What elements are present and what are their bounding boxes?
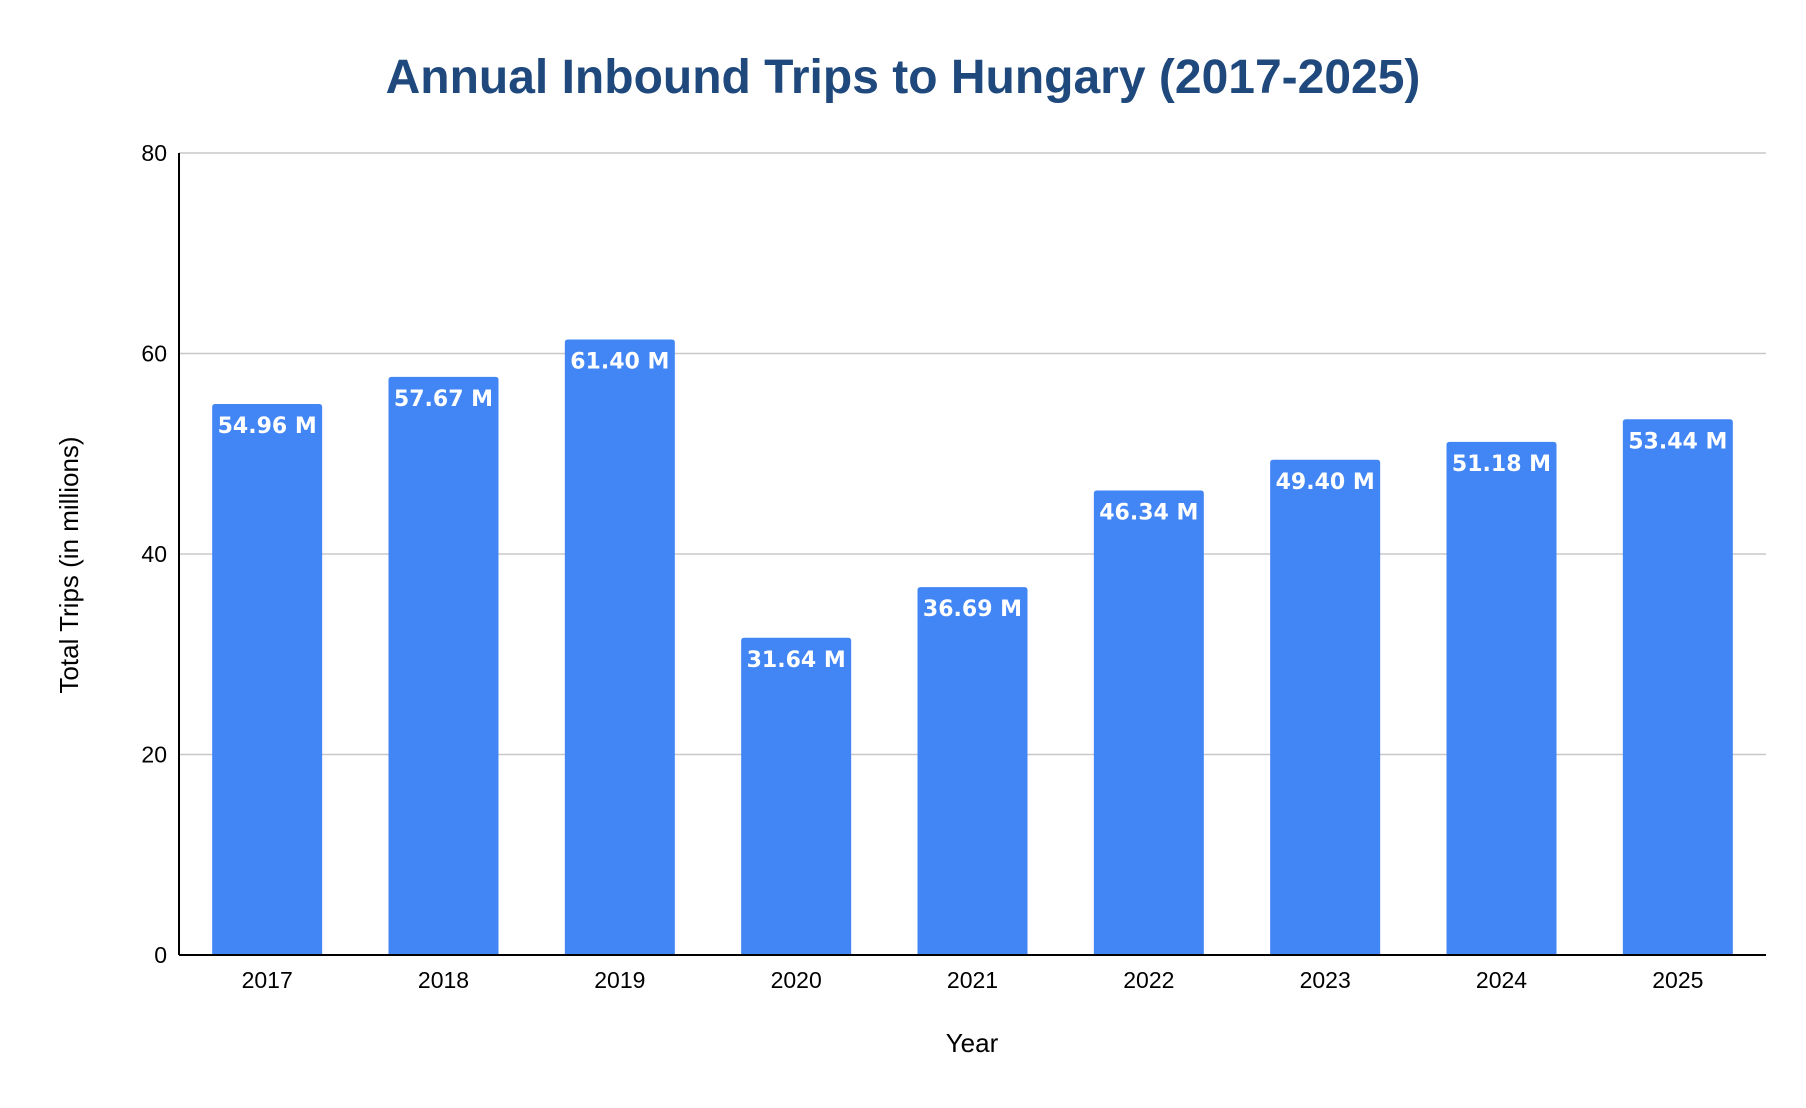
- x-tick-label-2018: 2018: [418, 967, 469, 993]
- y-tick-label: 60: [141, 341, 167, 367]
- data-label-2025: 53.44 M: [1628, 429, 1727, 454]
- x-tick-label-2017: 2017: [242, 967, 293, 993]
- x-tick-label-2020: 2020: [771, 967, 822, 993]
- data-label-2021: 36.69 M: [923, 597, 1022, 622]
- axes: 0 20 40 60 80 2017 2018 2019 2020 2021 2022 2023 202…: [141, 140, 1766, 993]
- data-label-2022: 46.34 M: [1099, 500, 1198, 525]
- y-tick-label: 20: [141, 742, 167, 768]
- x-axis-title: Year: [946, 1028, 999, 1058]
- bar-2025: [1622, 419, 1733, 955]
- chart-title: Annual Inbound Trips to Hungary (2017-20…: [386, 51, 1421, 104]
- data-label-2018: 57.67 M: [394, 387, 493, 412]
- bar-2021: [917, 587, 1028, 955]
- y-tick-label: 0: [154, 942, 167, 968]
- y-tick-label: 80: [141, 140, 167, 166]
- bar-2018: [388, 376, 499, 955]
- x-tick-label-2022: 2022: [1123, 967, 1174, 993]
- bar-2024: [1446, 441, 1557, 955]
- bars: [212, 339, 1733, 956]
- x-tick-label-2019: 2019: [594, 967, 645, 993]
- data-label-2024: 51.18 M: [1452, 452, 1551, 477]
- data-label-2020: 31.64 M: [747, 648, 846, 673]
- data-label-2017: 54.96 M: [218, 414, 317, 439]
- data-labels: 54.96 M 57.67 M 61.40 M 31.64 M 36.69 M 46.34…: [218, 349, 1728, 672]
- data-label-2019: 61.40 M: [570, 349, 669, 374]
- bar-2019: [564, 339, 675, 956]
- y-axis-title: Total Trips (in millions): [54, 436, 84, 693]
- x-tick-label-2024: 2024: [1476, 967, 1527, 993]
- x-tick-label-2023: 2023: [1300, 967, 1351, 993]
- bar-2020: [741, 637, 852, 955]
- x-tick-label-2025: 2025: [1652, 967, 1703, 993]
- bar-2017: [212, 404, 323, 955]
- x-tick-label-2021: 2021: [947, 967, 998, 993]
- data-label-2023: 49.40 M: [1276, 470, 1375, 495]
- bar-2022: [1093, 490, 1204, 955]
- y-tick-label: 40: [141, 541, 167, 567]
- bar-2023: [1270, 459, 1381, 955]
